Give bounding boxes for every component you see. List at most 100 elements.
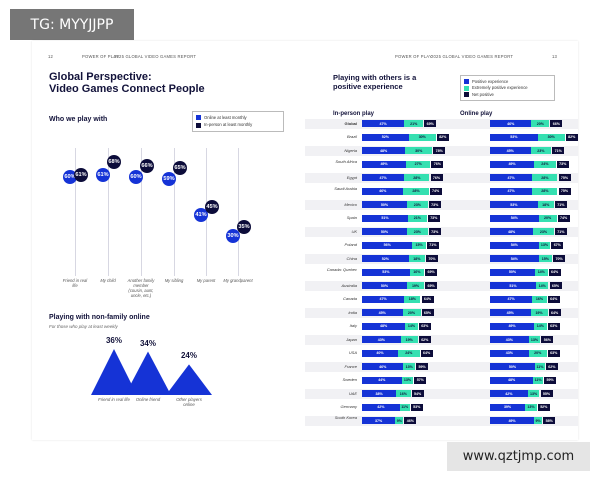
in-person-extremely-bar: 13% [401, 376, 414, 384]
triangle-label: Friend in real life [98, 397, 130, 402]
online-positive-bar: 43% [490, 336, 529, 343]
category-gridline [75, 148, 76, 276]
online-extremely-bar: 14% [535, 282, 549, 289]
country-label: Saudi Arabia [334, 185, 357, 191]
row-stripe [305, 118, 578, 129]
online-net-label: 66% [550, 120, 563, 127]
triangle-svg [91, 349, 212, 395]
online-net-label: 64% [548, 309, 561, 316]
right-page-title: Playing with others is a positive experi… [333, 73, 416, 91]
online-positive-bar: 50% [490, 268, 535, 276]
in-person-net-label: 46% [404, 417, 417, 424]
in-person-extremely-bar: 20% [402, 309, 421, 316]
country-label: Australia [341, 282, 357, 288]
online-net-label: 82% [565, 133, 578, 141]
in-person-positive-bar: 48% [362, 147, 406, 154]
online-dot: 60% [63, 170, 77, 185]
country-label: Canada: Quebec [326, 266, 357, 272]
row-stripe [305, 415, 578, 426]
in-person-net-label: 64% [420, 349, 433, 357]
in-person-extremely-bar: 14% [405, 322, 418, 330]
category-gridline [108, 148, 109, 276]
in-person-net-label: 76% [430, 174, 443, 181]
online-extremely-bar: 19% [530, 309, 548, 316]
in-person-net-label: 69% [425, 282, 438, 289]
row-stripe [305, 253, 578, 264]
online-positive-bar: 54% [490, 241, 539, 249]
online-net-label: 75% [558, 174, 571, 181]
category-gridline [141, 148, 142, 276]
experience-legend: Positive experience Extremely positive e… [460, 75, 555, 102]
country-label: UK [351, 228, 357, 234]
in-person-positive-bar: 46% [362, 187, 404, 195]
in-person-net-label: 73% [428, 201, 441, 208]
online-extremely-bar: 28% [532, 187, 558, 195]
online-net-label: 67% [551, 241, 564, 249]
in-person-net-label: 62% [418, 336, 431, 343]
in-person-positive-bar: 52% [362, 255, 409, 262]
in-person-positive-bar: 49% [362, 160, 407, 168]
in-person-extremely-bar: 28% [403, 187, 429, 195]
right-title-line1: Playing with others is a [333, 73, 417, 82]
online-extremely-bar: 11% [533, 376, 544, 384]
online-positive-bar: 53% [490, 201, 538, 208]
legend-swatch-positive [464, 79, 469, 85]
triangle-mark [125, 351, 171, 395]
in-person-extremely-bar: 13% [403, 363, 416, 370]
in-person-net-label: 64% [421, 295, 434, 303]
in-person-extremely-bar: 24% [398, 349, 420, 357]
row-stripe [305, 307, 578, 318]
in-person-positive-bar: 47% [362, 174, 405, 181]
online-net-label: 63% [547, 322, 560, 330]
in-person-net-label: 65% [421, 309, 434, 316]
online-net-label: 63% [547, 349, 560, 357]
nonfamily-caption: For those who play at least weekly [49, 324, 118, 329]
country-label: Nigeria [344, 147, 357, 153]
triangle-mark [91, 349, 137, 395]
page-number: 13 [552, 54, 558, 59]
in-person-extremely-bar: 18% [404, 295, 421, 303]
in-person-net-label: 63% [418, 322, 431, 330]
in-person-net-label: 57% [414, 376, 427, 384]
country-label: China [346, 255, 357, 261]
in-person-net-label: 71% [426, 241, 439, 249]
online-extremely-bar: 14% [535, 268, 548, 276]
in-person-net-label: 82% [436, 133, 449, 141]
triangle-pct: 34% [139, 338, 156, 348]
legend-extremely: Extremely positive experience [464, 85, 551, 91]
online-dot: 61% [96, 168, 110, 183]
online-dot: 41% [194, 207, 208, 222]
page-title-line1: Global Perspective: [49, 71, 152, 83]
online-extremely-bar: 23% [533, 228, 554, 235]
country-label: Italy [349, 323, 357, 328]
legend-net-label: Net positive [472, 91, 494, 97]
in-person-extremely-bar: 21% [404, 120, 424, 127]
online-positive-bar: 47% [490, 187, 533, 195]
row-stripe [305, 199, 578, 210]
online-positive-bar: 49% [490, 417, 535, 424]
in-person-positive-bar: 56% [362, 241, 413, 249]
in-person-positive-bar: 46% [362, 363, 404, 370]
country-label: USA [348, 350, 357, 355]
category-label: My sibling [164, 278, 184, 283]
online-extremely-bar: 15% [538, 255, 553, 262]
in-person-dot: 65% [173, 160, 187, 175]
online-extremely-bar: 11% [535, 363, 545, 370]
in-person-extremely-bar: 19% [407, 282, 425, 289]
online-net-label: 62% [545, 363, 558, 370]
online-extremely-bar: 13% [527, 390, 540, 397]
legend-swatch-in-person [196, 122, 201, 128]
online-net-label: 52% [537, 403, 550, 411]
legend-online-label: Online at least monthly [204, 115, 247, 120]
online-extremely-bar: 13% [528, 336, 541, 343]
in-person-extremely-bar: 30% [405, 147, 433, 154]
in-person-net-label: 78% [433, 147, 446, 154]
legend-in-person: In-person at least monthly [196, 122, 280, 128]
watermark-badge: TG: MYYJJPP [10, 9, 134, 40]
legend-swatch-extremely [464, 85, 469, 91]
online-net-label: 70% [553, 255, 566, 262]
country-label: South Africa [335, 158, 357, 164]
in-person-positive-bar: 52% [362, 133, 409, 141]
category-gridline [238, 148, 239, 276]
in-person-extremely-bar: 23% [407, 228, 428, 235]
